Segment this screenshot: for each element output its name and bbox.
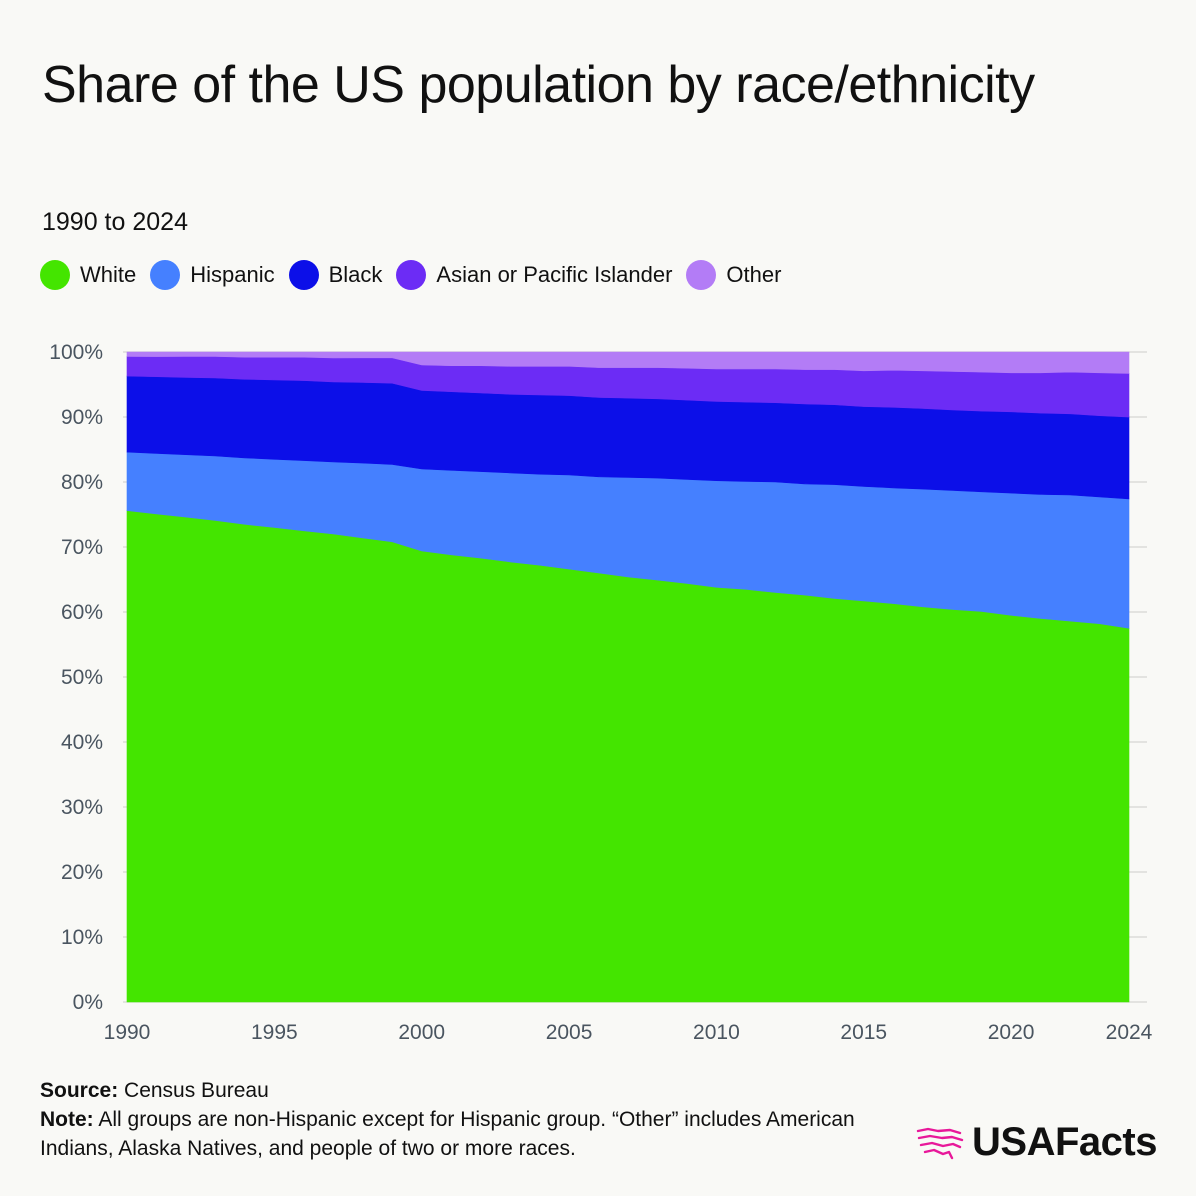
x-tick-label: 2024 xyxy=(1106,1021,1153,1044)
legend-label-black: Black xyxy=(328,262,383,287)
note-text: All groups are non-Hispanic except for H… xyxy=(40,1108,855,1160)
source-text: Census Bureau xyxy=(118,1079,269,1102)
x-tick-label: 1995 xyxy=(251,1021,298,1044)
legend-item-white: White xyxy=(40,260,136,290)
legend-swatch-hispanic xyxy=(150,260,181,290)
legend-item-hispanic: Hispanic xyxy=(150,260,275,290)
y-tick-label: 10% xyxy=(61,926,103,949)
area-series xyxy=(126,351,1130,1003)
note-label: Note: xyxy=(40,1108,94,1131)
chart-subtitle: 1990 to 2024 xyxy=(42,208,188,236)
legend-swatch-asian-pacific-islander xyxy=(396,260,427,290)
legend-swatch-white xyxy=(40,260,70,290)
source-line: Source: Census Bureau xyxy=(40,1076,900,1105)
x-axis-labels: 1990 1995 2000 2005 2010 2015 2020 2024 xyxy=(104,1021,1153,1044)
y-tick-label: 70% xyxy=(61,536,103,559)
y-tick-label: 90% xyxy=(61,406,103,429)
y-tick-label: 20% xyxy=(61,861,103,884)
y-tick-label: 80% xyxy=(61,471,103,494)
brand-name: USAFacts xyxy=(972,1120,1157,1164)
note-line: Note: All groups are non-Hispanic except… xyxy=(40,1105,900,1163)
legend-swatch-other xyxy=(686,260,717,290)
stacked-area-chart: 0%10%20%30%40%50%60%70%80%90%100%1990 199… xyxy=(49,341,1153,1044)
y-tick-label: 50% xyxy=(61,666,103,689)
y-tick-label: 30% xyxy=(61,796,103,819)
x-tick-label: 2010 xyxy=(693,1021,740,1044)
y-tick-label: 0% xyxy=(73,991,103,1014)
legend-swatch-black xyxy=(288,260,319,290)
y-tick-label: 100% xyxy=(49,341,103,364)
y-tick-label: 60% xyxy=(61,601,103,624)
x-tick-label: 2020 xyxy=(988,1021,1035,1044)
chart-legend: White Hispanic Black Asian or Pacific Is… xyxy=(40,260,781,290)
y-axis-labels: 0% 10% 20% 30% 40% 50% 60% 70% 80% 90% 100% xyxy=(49,341,103,1014)
legend-label-white: White xyxy=(80,262,137,287)
usafacts-logo: USAFacts xyxy=(916,1120,1157,1165)
x-tick-label: 2005 xyxy=(546,1021,593,1044)
legend-item-black: Black xyxy=(288,260,383,290)
legend-label-other: Other xyxy=(726,262,782,287)
x-tick-label: 2015 xyxy=(840,1021,887,1044)
chart-footer: Source: Census Bureau Note: All groups a… xyxy=(40,1076,900,1163)
source-label: Source: xyxy=(40,1079,119,1102)
y-tick-label: 40% xyxy=(61,731,103,754)
chart-title: Share of the US population by race/ethni… xyxy=(42,56,1035,114)
x-tick-label: 2000 xyxy=(398,1021,445,1044)
area-other xyxy=(126,351,1130,374)
legend-label-asian-pacific-islander: Asian or Pacific Islander xyxy=(436,262,673,287)
legend-item-other: Other xyxy=(686,260,781,290)
x-tick-label: 1990 xyxy=(104,1021,151,1044)
us-map-icon xyxy=(916,1127,964,1159)
legend-item-asian-pacific-islander: Asian or Pacific Islander xyxy=(396,260,672,290)
legend-label-hispanic: Hispanic xyxy=(190,262,275,287)
